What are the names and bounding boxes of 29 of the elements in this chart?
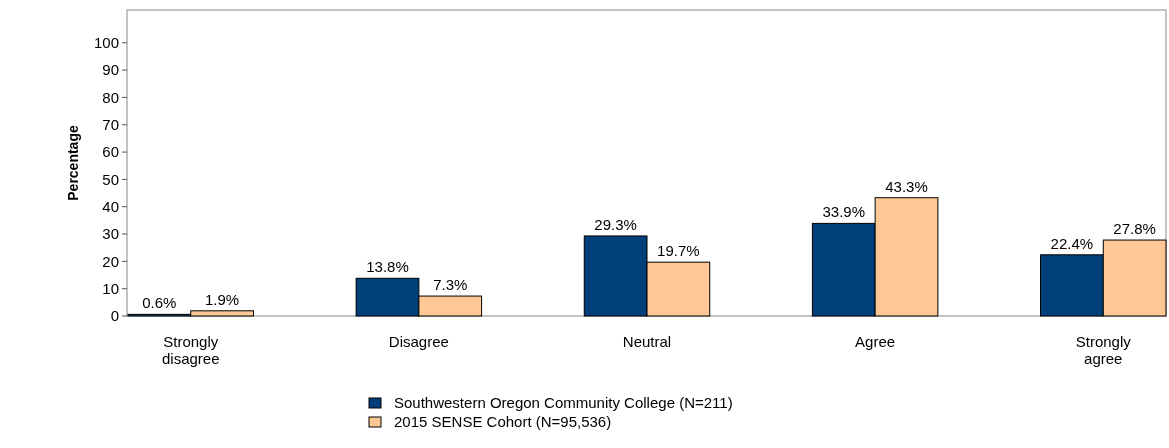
y-tick-label: 70: [102, 116, 119, 133]
data-label: 7.3%: [433, 276, 468, 294]
data-label: 43.3%: [885, 177, 928, 195]
y-tick-label: 80: [102, 88, 119, 106]
y-tick-label: 30: [102, 225, 119, 243]
y-tick-label: 50: [102, 170, 119, 188]
x-tick-label: Strongly disagree: [161, 333, 220, 367]
data-label: 29.3%: [594, 215, 637, 233]
x-tick-label: Agree: [855, 333, 896, 350]
y-tick-label: 90: [102, 61, 119, 79]
data-label: 1.9%: [205, 290, 240, 308]
data-label: 19.7%: [657, 242, 700, 260]
data-label: 27.8%: [1113, 220, 1156, 238]
y-tick-label: 10: [102, 279, 119, 297]
x-tick-label: Disagree: [388, 333, 449, 350]
y-tick-label: 100: [93, 34, 119, 52]
x-tick-label: Strongly agree: [1075, 333, 1132, 367]
y-tick-label: 20: [102, 252, 119, 270]
y-tick-label: 0: [110, 307, 119, 325]
data-label: 33.9%: [822, 203, 866, 221]
legend-label: 2015 SENSE Cohort (N=95,536): [394, 413, 612, 431]
legend-label: Southwestern Oregon Community College (N=211): [394, 394, 733, 412]
x-tick-label: Neutral: [622, 333, 672, 350]
y-tick-label: 40: [102, 197, 119, 215]
data-label: 13.8%: [366, 258, 409, 276]
data-label: 0.6%: [142, 294, 177, 312]
y-tick-label: 60: [102, 143, 119, 161]
data-label: 22.4%: [1050, 234, 1094, 252]
y-axis-title: Percentage: [65, 125, 81, 201]
